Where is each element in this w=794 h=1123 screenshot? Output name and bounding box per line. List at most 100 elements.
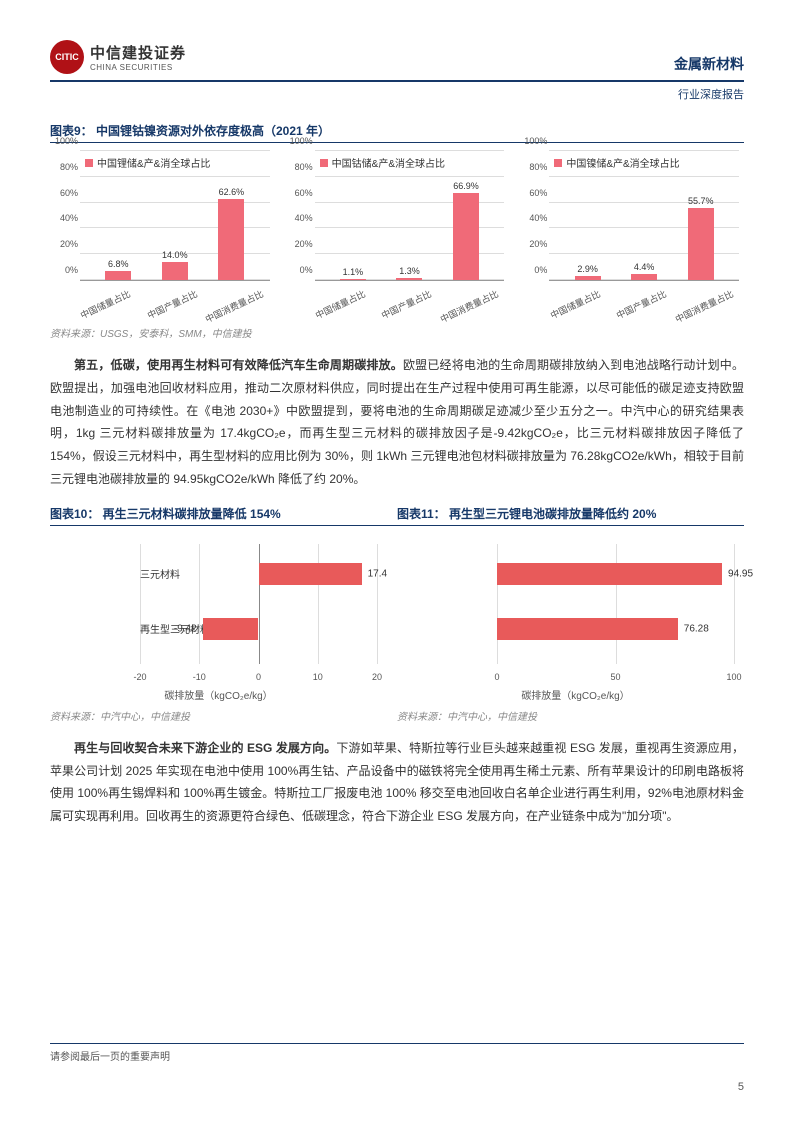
bar-value-label: 2.9% — [577, 264, 598, 274]
charts-10-11-sources: 资料来源：中汽中心，中信建投 资料来源：中汽中心，中信建投 — [50, 708, 744, 723]
chart9-panel-0: 中国锂储&产&消全球占比0%20%40%60%80%100%6.8%14.0%6… — [50, 151, 275, 321]
hbar-value-label: 94.95 — [728, 568, 753, 579]
chart9-panels: 中国锂储&产&消全球占比0%20%40%60%80%100%6.8%14.0%6… — [50, 151, 744, 321]
bar — [631, 274, 657, 280]
bar-value-label: 6.8% — [108, 259, 129, 269]
ytick-label: 60% — [519, 188, 547, 198]
chart11-source: 资料来源：中汽中心，中信建投 — [397, 708, 744, 723]
logo-badge-icon: CITIC — [50, 40, 84, 74]
chart10-title: 图表10： 再生三元材料碳排放量降低 154% — [50, 505, 397, 522]
para1-body: 欧盟已经将电池的生命周期碳排放纳入到电池战略行动计划中。欧盟提出，加强电池回收材… — [50, 358, 744, 486]
paragraph-1: 第五，低碳，使用再生材料可有效降低汽车生命周期碳排放。欧盟已经将电池的生命周期碳… — [50, 354, 744, 491]
xtick-label: -20 — [133, 672, 146, 682]
hbar-bar — [203, 618, 259, 640]
category-label: 金属新材料 — [674, 54, 744, 74]
hbar-row: 再生型三元锂电池76.28 — [497, 614, 734, 644]
report-type: 行业深度报告 — [50, 86, 744, 102]
hbar-plot: 050100三元锂电池94.95再生型三元锂电池76.28 — [497, 544, 734, 664]
chart9-source: 资料来源：USGS，安泰科，SMM，中信建投 — [50, 325, 744, 340]
ytick-label: 0% — [519, 265, 547, 275]
ytick-label: 20% — [285, 239, 313, 249]
vgridline — [734, 544, 735, 664]
xticks: 中国储量占比中国产量占比中国消费量占比 — [80, 281, 270, 321]
bar-value-label: 66.9% — [453, 181, 479, 191]
plot-area: 0%20%40%60%80%100%6.8%14.0%62.6% — [80, 151, 270, 281]
ytick-label: 0% — [50, 265, 78, 275]
page-number: 5 — [50, 1081, 744, 1093]
hbar-value-label: 76.28 — [684, 623, 709, 634]
hbar-value-label: 17.4 — [368, 568, 387, 579]
chart9-panel-2: 中国镍储&产&消全球占比0%20%40%60%80%100%2.9%4.4%55… — [519, 151, 744, 321]
chart11: 050100三元锂电池94.95再生型三元锂电池76.28碳排放量（kgCO₂e… — [407, 534, 744, 704]
bar-wrap: 1.3% — [389, 266, 429, 280]
hbar-row: 三元材料17.4 — [140, 559, 377, 589]
charts-10-11: -20-1001020三元材料17.4再生型三元材料-9.42碳排放量（kgCO… — [50, 534, 744, 704]
x-axis-title: 碳排放量（kgCO₂e/kg） — [407, 687, 744, 702]
para2-lead: 再生与回收契合未来下游企业的 ESG 发展方向。 — [74, 741, 336, 755]
hbar-bar — [497, 563, 722, 585]
ytick-label: 20% — [50, 239, 78, 249]
ytick-label: 40% — [285, 213, 313, 223]
page-footer: 请参阅最后一页的重要声明 5 — [50, 1043, 744, 1093]
bar — [688, 208, 714, 280]
ytick-label: 100% — [519, 136, 547, 146]
ytick-label: 60% — [50, 188, 78, 198]
bar-value-label: 14.0% — [162, 250, 188, 260]
company-logo: CITIC 中信建投证券 CHINA SECURITIES — [50, 40, 186, 74]
bar — [340, 279, 366, 280]
bar-wrap: 55.7% — [681, 196, 721, 280]
bar — [218, 199, 244, 280]
chart10-source: 资料来源：中汽中心，中信建投 — [50, 708, 397, 723]
ytick-label: 0% — [285, 265, 313, 275]
paragraph-2: 再生与回收契合未来下游企业的 ESG 发展方向。下游如苹果、特斯拉等行业巨头越来… — [50, 737, 744, 828]
ytick-label: 80% — [285, 162, 313, 172]
ytick-label: 60% — [285, 188, 313, 198]
hbar-bar — [259, 563, 362, 585]
bar-wrap: 1.1% — [333, 267, 373, 280]
bar-wrap: 6.8% — [98, 259, 138, 280]
bar-value-label: 1.3% — [399, 266, 420, 276]
xtick-label: 0 — [494, 672, 499, 682]
vgridline — [377, 544, 378, 664]
chart10-11-titles: 图表10： 再生三元材料碳排放量降低 154% 图表11： 再生型三元锂电池碳排… — [50, 505, 744, 526]
xtick-label: 0 — [256, 672, 261, 682]
para1-lead: 第五，低碳，使用再生材料可有效降低汽车生命周期碳排放。 — [74, 358, 403, 372]
bar — [162, 262, 188, 280]
bar-value-label: 55.7% — [688, 196, 714, 206]
bar-wrap: 14.0% — [155, 250, 195, 280]
logo-text: 中信建投证券 CHINA SECURITIES — [90, 42, 186, 72]
hbar-row: 三元锂电池94.95 — [497, 559, 734, 589]
ytick-label: 80% — [50, 162, 78, 172]
bars-container: 1.1% 1.3% 66.9% — [315, 151, 505, 280]
xtick-label: 100 — [726, 672, 741, 682]
bar — [396, 278, 422, 280]
bar-wrap: 62.6% — [211, 187, 251, 280]
xtick-label: 20 — [372, 672, 382, 682]
chart10: -20-1001020三元材料17.4再生型三元材料-9.42碳排放量（kgCO… — [50, 534, 387, 704]
x-axis-title: 碳排放量（kgCO₂e/kg） — [50, 687, 387, 702]
xticks: 中国储量占比中国产量占比中国消费量占比 — [315, 281, 505, 321]
bar-wrap: 4.4% — [624, 262, 664, 280]
ytick-label: 80% — [519, 162, 547, 172]
bars-container: 2.9% 4.4% 55.7% — [549, 151, 739, 280]
bar — [453, 193, 479, 280]
bar-value-label: 62.6% — [219, 187, 245, 197]
bar-wrap: 66.9% — [446, 181, 486, 280]
footer-disclaimer: 请参阅最后一页的重要声明 — [50, 1043, 744, 1063]
chart11-title: 图表11： 再生型三元锂电池碳排放量降低约 20% — [397, 505, 744, 522]
bars-container: 6.8% 14.0% 62.6% — [80, 151, 270, 280]
xtick-label: -10 — [193, 672, 206, 682]
hbar-bar — [497, 618, 678, 640]
xticks: 中国储量占比中国产量占比中国消费量占比 — [549, 281, 739, 321]
logo-cn-text: 中信建投证券 — [90, 42, 186, 63]
xtick-label: 10 — [313, 672, 323, 682]
bar-value-label: 4.4% — [634, 262, 655, 272]
chart9-panel-1: 中国钴储&产&消全球占比0%20%40%60%80%100%1.1%1.3%66… — [285, 151, 510, 321]
bar — [105, 271, 131, 280]
ytick-label: 40% — [50, 213, 78, 223]
page-header: CITIC 中信建投证券 CHINA SECURITIES 金属新材料 — [50, 40, 744, 82]
bar-value-label: 1.1% — [343, 267, 364, 277]
ytick-label: 100% — [285, 136, 313, 146]
plot-area: 0%20%40%60%80%100%2.9%4.4%55.7% — [549, 151, 739, 281]
plot-area: 0%20%40%60%80%100%1.1%1.3%66.9% — [315, 151, 505, 281]
